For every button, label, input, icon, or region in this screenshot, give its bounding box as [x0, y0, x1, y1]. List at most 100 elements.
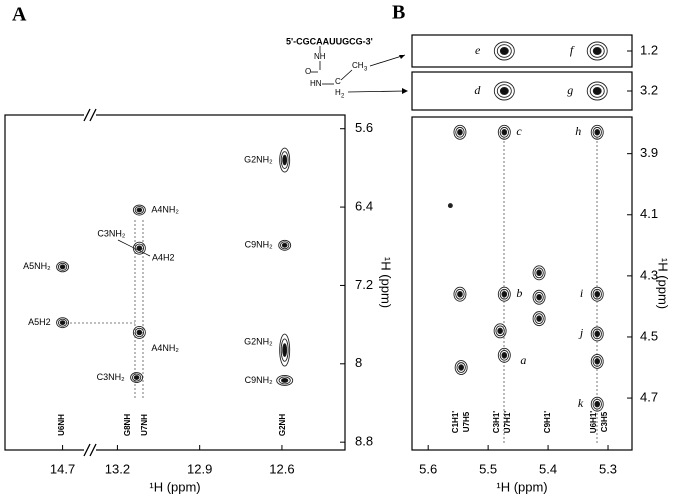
peak	[532, 311, 546, 327]
peak	[590, 396, 604, 412]
peak-label: C3NH₂	[97, 372, 126, 382]
atom: NH	[314, 52, 326, 61]
peak-label: A4NH₂	[151, 204, 179, 214]
contour	[134, 243, 145, 253]
contour	[493, 41, 515, 61]
peak	[130, 372, 144, 383]
contour	[276, 375, 294, 386]
contour	[497, 124, 511, 140]
contour	[594, 129, 601, 136]
vertical-label: U7NH	[140, 414, 149, 436]
axis-break	[84, 443, 96, 457]
contour	[134, 206, 145, 214]
contour	[592, 288, 602, 300]
peak-label: b	[516, 286, 522, 300]
peak	[132, 326, 146, 339]
contour	[59, 320, 66, 326]
contour	[499, 288, 509, 300]
peak	[590, 353, 604, 369]
contour	[590, 396, 604, 412]
peak-label: c	[516, 124, 522, 138]
contour	[455, 126, 465, 138]
peak	[56, 261, 70, 273]
vertical-label: U6H1'	[589, 411, 598, 433]
peak-label: C9NH₂	[245, 375, 274, 385]
vertical-label: C1H1'	[451, 411, 460, 433]
contour	[136, 207, 143, 213]
x-tick-label: 13.2	[105, 461, 130, 476]
axis-break	[83, 443, 91, 457]
peak	[586, 41, 608, 61]
atom: 3	[364, 67, 368, 73]
contour	[592, 126, 602, 138]
contour	[532, 265, 546, 281]
vertical-label: U6NH	[57, 414, 66, 436]
contour	[57, 262, 68, 271]
contour	[501, 352, 508, 359]
contour	[495, 325, 505, 337]
contour	[497, 327, 503, 335]
contour	[594, 358, 601, 365]
contour	[536, 293, 542, 301]
peak	[497, 124, 511, 140]
peak-label: G2NH₂	[244, 154, 273, 164]
x-tick-label: 5.5	[479, 461, 497, 476]
peak-label: e	[475, 43, 481, 57]
axis-break	[89, 108, 97, 122]
leader-line	[117, 239, 151, 257]
y-tick-label: 3.2	[640, 82, 658, 97]
annotation: A4H2	[152, 252, 175, 262]
peak	[532, 289, 546, 305]
contour	[281, 378, 289, 383]
contour	[501, 129, 508, 136]
contour	[136, 329, 143, 336]
contour	[590, 353, 604, 369]
axis-break	[83, 108, 91, 122]
contour	[592, 398, 602, 410]
x-tick-label: 12.9	[187, 461, 212, 476]
contour	[499, 349, 509, 361]
contour	[280, 241, 290, 250]
contour	[496, 84, 512, 98]
contour	[592, 46, 602, 56]
peak	[454, 360, 468, 375]
peak-label: f	[570, 43, 575, 57]
vertical-label: U7H1'	[503, 411, 512, 433]
plot-frame	[411, 116, 633, 451]
peak-label: i	[580, 286, 583, 300]
axis-break	[84, 108, 96, 122]
peak	[276, 375, 294, 386]
vertical-label: C9H1'	[543, 411, 552, 433]
atom: O	[305, 67, 311, 76]
peak	[447, 203, 453, 209]
contour	[501, 290, 508, 298]
x-tick-label: 5.4	[539, 461, 557, 476]
contour	[493, 323, 507, 339]
arrowhead	[399, 55, 405, 59]
atom: HN	[310, 79, 322, 88]
contour	[456, 362, 466, 373]
contour	[453, 124, 467, 140]
structure: 5'-CGCAAUUGCG-3' NH O HN C CH 3 H 2	[286, 36, 408, 100]
y-tick-label: 5.6	[355, 120, 373, 135]
peak	[453, 124, 467, 140]
contour	[532, 289, 546, 305]
contour	[282, 154, 288, 166]
y-tick-label: 3.9	[640, 145, 658, 160]
contour	[133, 375, 140, 380]
peak	[497, 286, 511, 302]
contour	[586, 41, 608, 61]
contour	[592, 328, 602, 340]
contour	[130, 372, 144, 383]
y-tick-label: 4.7	[640, 390, 658, 405]
peak-label: d	[474, 83, 481, 97]
contour	[497, 347, 511, 363]
contour	[132, 241, 146, 255]
x-tick-label: 5.6	[419, 461, 437, 476]
peak-label: C3NH₂	[97, 229, 126, 239]
contour	[493, 81, 515, 101]
peak	[497, 347, 511, 363]
contour	[589, 44, 605, 58]
peak-label: j	[578, 326, 584, 340]
